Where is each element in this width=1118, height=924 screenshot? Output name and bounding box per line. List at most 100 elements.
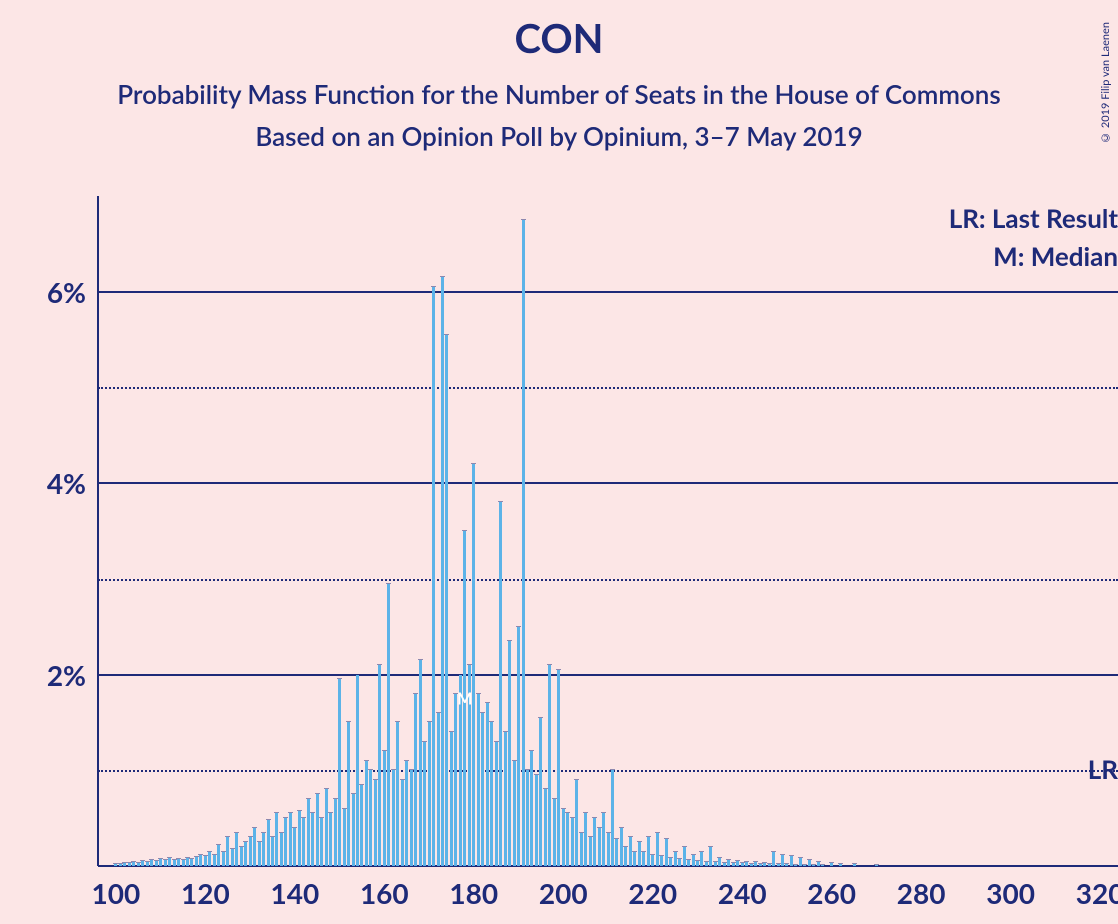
pmf-bar	[481, 713, 484, 866]
pmf-bar-cap	[257, 841, 262, 842]
xtick-label: 120	[181, 876, 230, 910]
pmf-bar-cap	[538, 717, 543, 718]
pmf-bar-cap	[704, 861, 709, 862]
pmf-bar-cap	[221, 851, 226, 852]
pmf-bar	[750, 864, 753, 866]
chart-subtitle-1: Probability Mass Function for the Number…	[0, 78, 1118, 110]
pmf-bar	[669, 858, 672, 866]
grid-minor	[98, 579, 1118, 581]
pmf-bar	[490, 722, 493, 866]
pmf-bar	[678, 859, 681, 866]
pmf-bar	[759, 864, 762, 866]
pmf-bar-cap	[422, 741, 427, 742]
pmf-bar	[607, 833, 610, 867]
pmf-bar-cap	[650, 854, 655, 855]
pmf-bar	[302, 818, 305, 866]
pmf-bar	[360, 785, 363, 866]
pmf-bar-cap	[413, 693, 418, 694]
pmf-bar-cap	[136, 862, 141, 863]
pmf-bar	[217, 845, 220, 866]
pmf-bar-cap	[708, 846, 713, 847]
pmf-bar	[812, 865, 815, 866]
pmf-bar-cap	[248, 836, 253, 837]
pmf-bar	[387, 584, 390, 866]
pmf-bar-cap	[552, 798, 557, 799]
pmf-bar	[437, 713, 440, 866]
pmf-bar	[665, 839, 668, 866]
pmf-bar-cap	[740, 862, 745, 863]
pmf-bar	[334, 799, 337, 866]
pmf-bar-cap	[279, 832, 284, 833]
pmf-bar-cap	[838, 863, 843, 864]
pmf-bar	[343, 809, 346, 866]
pmf-bar	[280, 833, 283, 867]
pmf-bar	[329, 813, 332, 866]
pmf-bar	[338, 679, 341, 866]
pmf-bar-cap	[198, 854, 203, 855]
chart-title: CON	[0, 14, 1118, 62]
pmf-bar	[222, 852, 225, 866]
pmf-bar	[785, 864, 788, 866]
pmf-bar-cap	[444, 334, 449, 335]
pmf-bar-cap	[203, 855, 208, 856]
pmf-bar	[803, 865, 806, 866]
pmf-bar-cap	[641, 851, 646, 852]
pmf-bar-cap	[695, 860, 700, 861]
pmf-bar-cap	[377, 664, 382, 665]
pmf-bar-cap	[686, 859, 691, 860]
pmf-bar	[548, 665, 551, 866]
pmf-bar-cap	[163, 859, 168, 860]
pmf-bar-cap	[628, 836, 633, 837]
pmf-bar	[450, 732, 453, 866]
pmf-bar-cap	[717, 857, 722, 858]
pmf-bar-cap	[601, 812, 606, 813]
pmf-bar-cap	[691, 854, 696, 855]
pmf-bar-cap	[373, 779, 378, 780]
pmf-bar	[495, 742, 498, 866]
pmf-bar-cap	[574, 779, 579, 780]
xtick-label: 240	[718, 876, 767, 910]
pmf-bar-cap	[181, 859, 186, 860]
pmf-bar	[369, 770, 372, 866]
pmf-bar-cap	[731, 862, 736, 863]
pmf-bar-cap	[489, 721, 494, 722]
pmf-bar-cap	[239, 846, 244, 847]
pmf-bar	[633, 852, 636, 866]
pmf-bar-cap	[749, 863, 754, 864]
pmf-bar-cap	[507, 640, 512, 641]
pmf-bar-cap	[646, 836, 651, 837]
pmf-bar-cap	[637, 841, 642, 842]
pmf-bar-cap	[328, 812, 333, 813]
pmf-bar-cap	[346, 721, 351, 722]
pmf-bar	[240, 847, 243, 866]
pmf-bar	[530, 751, 533, 866]
grid-major	[98, 674, 1118, 676]
pmf-bar	[620, 828, 623, 866]
pmf-bar-cap	[297, 810, 302, 811]
pmf-bar-cap	[561, 808, 566, 809]
pmf-bar	[365, 761, 368, 866]
pmf-bar-cap	[811, 864, 816, 865]
pmf-bar	[155, 861, 158, 866]
pmf-bar-cap	[368, 769, 373, 770]
pmf-bar	[378, 665, 381, 866]
pmf-bar	[182, 860, 185, 866]
pmf-bar	[423, 742, 426, 866]
pmf-bar-cap	[154, 860, 159, 861]
grid-major	[98, 482, 1118, 484]
pmf-bar	[428, 722, 431, 866]
pmf-bar-cap	[364, 760, 369, 761]
pmf-bar-cap	[467, 664, 472, 665]
pmf-bar	[624, 847, 627, 866]
pmf-bar-cap	[270, 836, 275, 837]
pmf-bar	[262, 833, 265, 867]
pmf-bar	[714, 862, 717, 866]
pmf-bar	[651, 855, 654, 866]
pmf-bar	[271, 837, 274, 866]
pmf-bar	[119, 864, 122, 866]
pmf-bar	[566, 813, 569, 866]
pmf-bar	[821, 865, 824, 866]
pmf-bar	[320, 818, 323, 866]
pmf-bar	[432, 287, 435, 866]
pmf-bar-cap	[556, 669, 561, 670]
